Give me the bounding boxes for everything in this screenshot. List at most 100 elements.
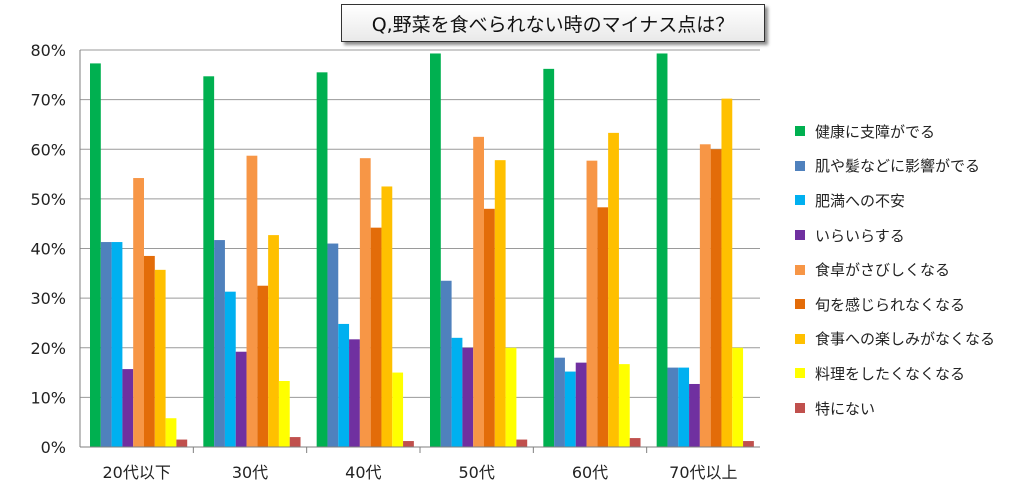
bar xyxy=(289,437,301,447)
legend-swatch xyxy=(795,160,805,171)
bar xyxy=(338,323,350,447)
legend-item: いらいらする xyxy=(795,218,995,253)
legend-item: 食卓がさびしくなる xyxy=(795,252,995,287)
bar xyxy=(618,364,630,447)
legend-label: 肥満への不安 xyxy=(815,191,906,210)
bar xyxy=(451,337,463,447)
bar xyxy=(699,144,711,447)
bar xyxy=(370,227,382,447)
legend-label: 肌や髪などに影響がでる xyxy=(815,157,981,176)
legend-item: 特にない xyxy=(795,391,995,426)
y-tick-label: 0% xyxy=(41,438,66,457)
legend-swatch xyxy=(795,126,805,137)
bar xyxy=(667,367,679,447)
bar xyxy=(710,149,722,447)
bar xyxy=(257,285,269,447)
bar xyxy=(381,186,393,447)
legend-swatch xyxy=(795,230,805,241)
legend-item: 健康に支障がでる xyxy=(795,114,995,149)
bar xyxy=(505,347,517,447)
bar xyxy=(90,63,101,448)
legend-swatch xyxy=(795,195,805,206)
bar xyxy=(403,441,414,447)
legend-label: 食卓がさびしくなる xyxy=(815,261,951,280)
legend-swatch xyxy=(795,333,805,344)
legend-label: 食事への楽しみがなくなる xyxy=(815,330,996,349)
bar xyxy=(316,72,328,448)
y-tick-label: 20% xyxy=(30,339,66,358)
bar xyxy=(224,291,236,447)
legend-label: いらいらする xyxy=(815,226,905,245)
x-tick-label: 60代 xyxy=(572,463,608,482)
bar xyxy=(133,178,144,447)
y-tick-label: 30% xyxy=(30,289,66,308)
bar xyxy=(743,441,754,447)
bar xyxy=(484,208,495,447)
y-tick-label: 50% xyxy=(30,190,66,209)
bar xyxy=(111,242,123,447)
bar xyxy=(327,243,339,447)
bar xyxy=(144,255,155,447)
bar xyxy=(100,242,112,447)
bar xyxy=(430,53,441,447)
y-tick-label: 60% xyxy=(30,140,66,159)
y-tick-label: 10% xyxy=(30,388,66,407)
bar xyxy=(235,351,247,447)
bar xyxy=(349,339,360,447)
bar xyxy=(629,438,641,447)
bar xyxy=(203,76,215,448)
legend-label: 旬を感じられなくなる xyxy=(815,295,966,314)
bar xyxy=(656,53,668,447)
bar xyxy=(586,160,598,447)
grid-lines xyxy=(80,49,760,398)
axes: 0% 10% 20% 30% 40% 50% 60% 70% 80% 20代以下 30代 40代 50代… xyxy=(30,41,760,482)
legend-swatch xyxy=(795,368,805,379)
bars xyxy=(90,53,754,448)
bar xyxy=(516,439,528,447)
bar xyxy=(543,68,555,448)
bar xyxy=(214,240,225,447)
legend-item: 肥満への不安 xyxy=(795,183,995,218)
bar xyxy=(246,155,258,448)
bar xyxy=(440,280,452,447)
legend-item: 旬を感じられなくなる xyxy=(795,287,995,322)
legend-item: 料理をしたくなくなる xyxy=(795,356,995,391)
bar xyxy=(689,383,700,447)
bar xyxy=(575,362,587,447)
y-tick-label: 70% xyxy=(30,91,66,110)
x-tick-label: 20代以下 xyxy=(102,463,170,482)
bar xyxy=(721,98,733,447)
legend-label: 料理をしたくなくなる xyxy=(815,364,966,383)
bar xyxy=(678,367,690,447)
bar xyxy=(462,347,474,447)
bar xyxy=(359,158,371,447)
y-tick-label: 40% xyxy=(30,240,66,259)
bar xyxy=(154,269,166,447)
x-tick-label: 40代 xyxy=(345,463,381,482)
x-tick-label: 30代 xyxy=(232,463,268,482)
bar xyxy=(268,235,279,447)
bar xyxy=(176,439,188,447)
y-tick-label: 80% xyxy=(30,41,66,60)
bar xyxy=(392,372,404,447)
bar xyxy=(608,132,619,447)
legend-item: 食事への楽しみがなくなる xyxy=(795,322,995,357)
legend-swatch xyxy=(795,264,805,275)
bar xyxy=(165,418,177,447)
chart-title: Q,野菜を食べられない時のマイナス点は？ xyxy=(341,4,765,42)
legend-label: 健康に支障がでる xyxy=(815,122,936,141)
bar xyxy=(473,136,484,447)
bar xyxy=(732,347,744,447)
bar xyxy=(564,371,576,447)
bar xyxy=(554,357,565,447)
x-tick-label: 70代以上 xyxy=(669,463,737,482)
legend: 健康に支障がでる肌や髪などに影響がでる 肥満への不安 いらいらする食卓がさびしくなる… xyxy=(795,114,995,425)
x-tick-label: 50代 xyxy=(458,463,494,482)
bar xyxy=(122,369,134,447)
legend-swatch xyxy=(795,299,805,310)
bar xyxy=(278,380,290,447)
bar xyxy=(597,207,609,447)
bar xyxy=(494,160,506,448)
legend-swatch xyxy=(795,403,805,414)
